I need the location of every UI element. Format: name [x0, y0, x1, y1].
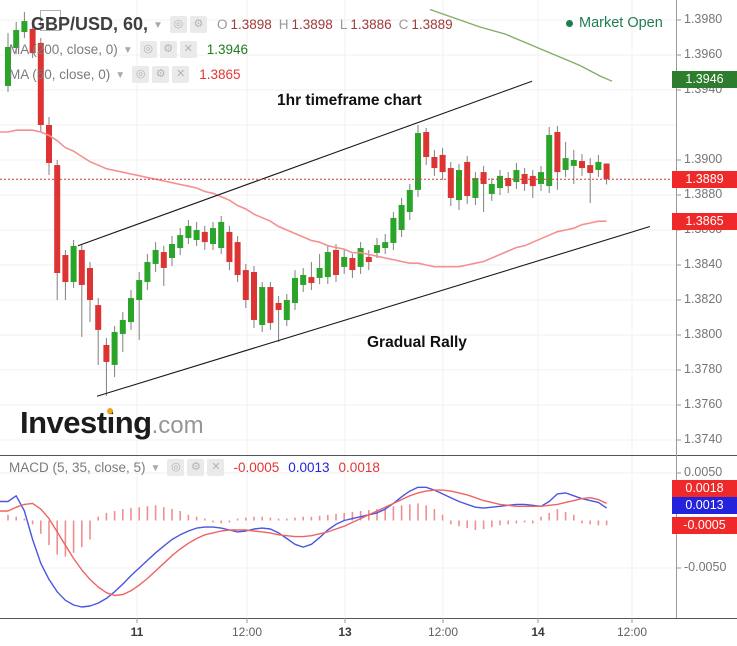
eye-icon[interactable]: ◎ — [167, 459, 185, 476]
eye-icon[interactable]: ◎ — [169, 15, 187, 33]
time-axis-label: 14 — [531, 625, 545, 639]
time-axis-label: 13 — [338, 625, 352, 639]
close-value: 1.3889 — [411, 16, 453, 32]
ma50-value: 1.3865 — [199, 67, 241, 82]
annotation-rally[interactable]: Gradual Rally — [367, 334, 467, 351]
time-axis-label: 12:00 — [231, 625, 263, 639]
eye-icon[interactable]: ◎ — [132, 66, 150, 83]
eye-icon[interactable]: ◎ — [139, 41, 157, 58]
gear-icon[interactable]: ⚙ — [187, 459, 205, 476]
macd-legend: MACD (5, 35, close, 5) ▼ ◎ ⚙ ✕ -0.0005 0… — [9, 459, 380, 476]
chevron-down-icon[interactable]: ▼ — [115, 70, 126, 81]
indicator-label-ma200[interactable]: MA (200, close, 0) — [9, 42, 118, 57]
macd-badge: 0.0013 — [672, 496, 737, 514]
price-axis-label: 1.3900 — [684, 152, 723, 166]
price-axis-label: 1.3960 — [684, 47, 723, 61]
gear-icon[interactable]: ⚙ — [152, 66, 170, 83]
price-axis[interactable]: 1.39801.39601.39401.39001.38801.38601.38… — [672, 0, 737, 618]
open-value: 1.3898 — [230, 16, 272, 32]
chart-legend: GBP/USD, 60, ▼ ◎ ⚙ O 1.3898 H 1.3898 L 1.3886… — [9, 11, 460, 87]
macd-badge: 0.0018 — [672, 479, 737, 497]
drawing-anchor-box[interactable] — [40, 10, 61, 31]
time-axis-label: 11 — [130, 625, 144, 639]
price-axis-label: 1.3980 — [684, 12, 723, 26]
price-badge: 1.3889 — [672, 170, 737, 188]
close-icon[interactable]: ✕ — [207, 459, 225, 476]
time-axis-label: 12:00 — [616, 625, 648, 639]
symbol-title[interactable]: GBP/USD, 60, — [31, 13, 149, 34]
price-badge: 1.3946 — [672, 71, 737, 88]
chevron-down-icon[interactable]: ▼ — [150, 463, 161, 474]
market-open-dot-icon — [566, 19, 573, 27]
high-value: 1.3898 — [291, 16, 333, 32]
gear-icon[interactable]: ⚙ — [159, 41, 177, 58]
ohlc-readout: O 1.3898 H 1.3898 L 1.3886 C 1.3889 — [216, 16, 453, 32]
logo-orange-dot: i — [106, 405, 116, 440]
investing-logo: Investing.com — [20, 405, 204, 440]
price-badge: 1.3865 — [672, 212, 737, 230]
price-axis-label: 1.3740 — [684, 432, 723, 446]
macd-axis-label: -0.0050 — [684, 560, 727, 574]
macd-badge: -0.0005 — [672, 516, 737, 534]
time-axis[interactable]: 11 12:00 13 12:00 14 12:00 — [0, 618, 737, 646]
gear-icon[interactable]: ⚙ — [189, 15, 207, 33]
macd-axis-label: 0.0050 — [684, 465, 723, 479]
low-value: 1.3886 — [350, 16, 392, 32]
chevron-down-icon[interactable]: ▼ — [153, 19, 163, 31]
price-axis-label: 1.3840 — [684, 257, 723, 271]
price-axis-label: 1.3760 — [684, 397, 723, 411]
market-status-label: Market Open — [579, 15, 663, 31]
macd-signal-value: 0.0018 — [338, 460, 380, 475]
price-axis-label: 1.3780 — [684, 362, 723, 376]
close-icon[interactable]: ✕ — [179, 41, 197, 58]
macd-line-value: 0.0013 — [288, 460, 330, 475]
annotation-timeframe[interactable]: 1hr timeframe chart — [277, 92, 422, 109]
ma200-value: 1.3946 — [206, 42, 249, 57]
macd-label[interactable]: MACD (5, 35, close, 5) — [9, 460, 146, 475]
indicator-label-ma50[interactable]: MA (50, close, 0) — [9, 67, 111, 82]
market-status: Market Open — [566, 15, 663, 31]
time-axis-label: 12:00 — [427, 625, 459, 639]
close-icon[interactable]: ✕ — [172, 66, 190, 83]
price-axis-label: 1.3820 — [684, 292, 723, 306]
price-axis-label: 1.3880 — [684, 187, 723, 201]
macd-hist-value: -0.0005 — [233, 460, 280, 475]
price-axis-label: 1.3800 — [684, 327, 723, 341]
chevron-down-icon[interactable]: ▼ — [122, 45, 133, 56]
